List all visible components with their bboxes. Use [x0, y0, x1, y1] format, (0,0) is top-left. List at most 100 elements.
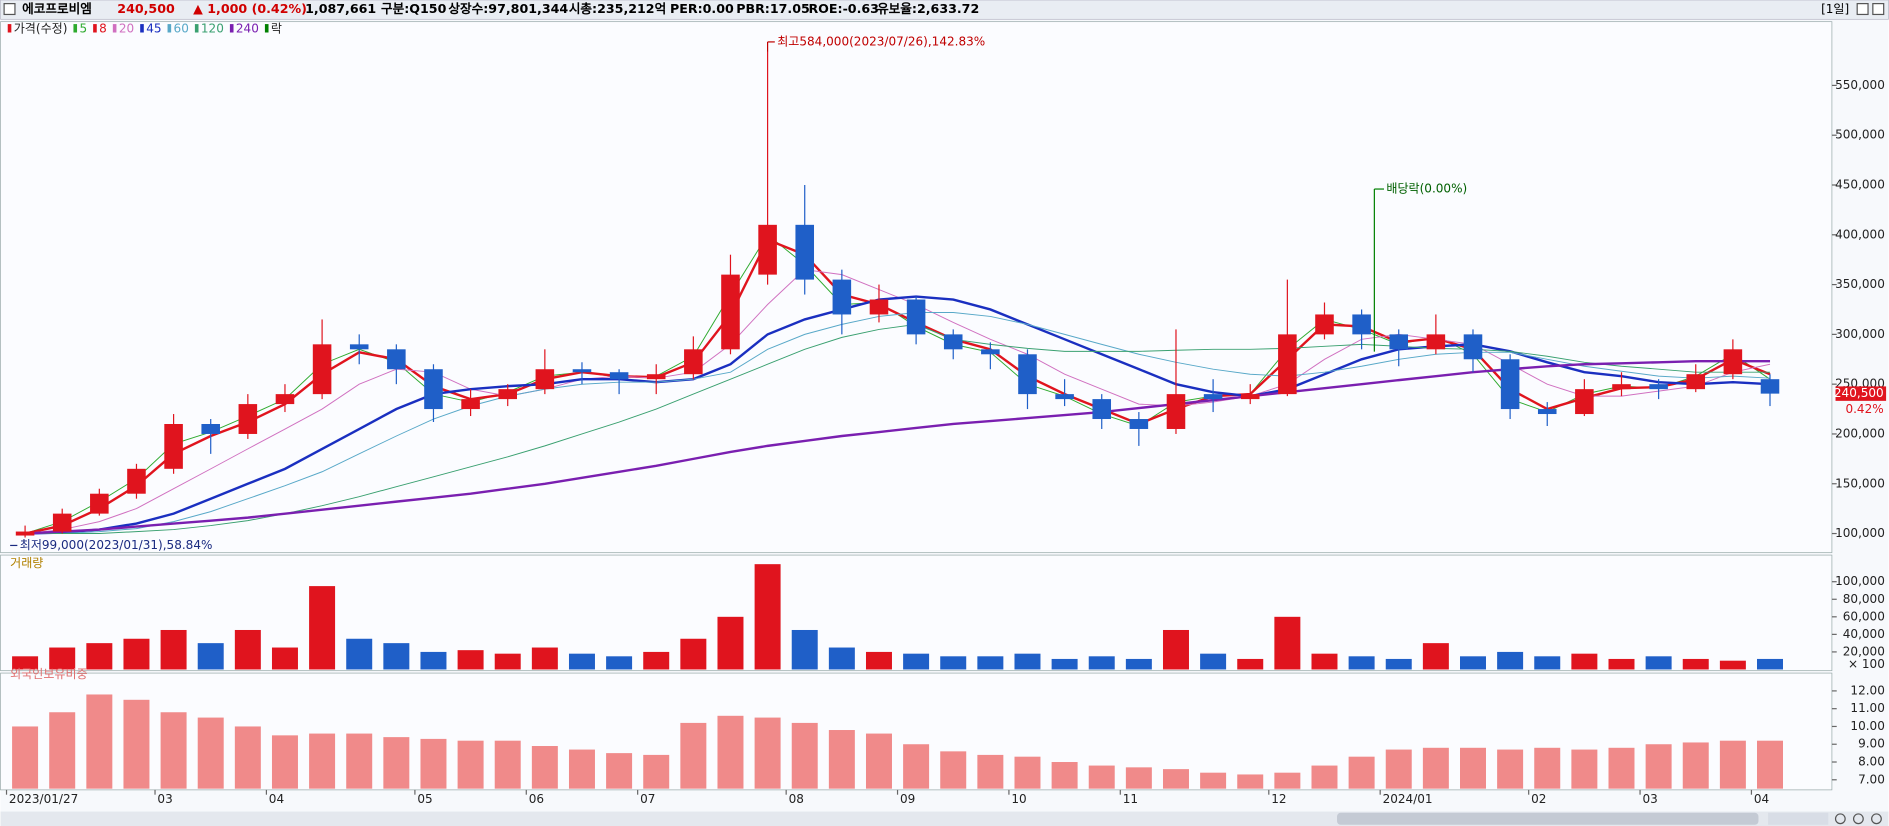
bar	[1274, 772, 1301, 789]
candle-body	[832, 279, 852, 315]
bar	[123, 638, 150, 670]
stock-name: 에코프로비엠	[22, 1, 92, 16]
bar	[1088, 765, 1115, 789]
bar	[1757, 740, 1783, 789]
zoom-in[interactable]	[1834, 813, 1846, 825]
candle-body	[1352, 314, 1371, 335]
candle-body	[1426, 334, 1446, 350]
bar	[420, 651, 447, 670]
x-tick-label: 05	[417, 792, 432, 806]
candle-body	[52, 513, 72, 532]
candle-body	[90, 493, 109, 514]
bar	[271, 735, 298, 789]
period-button[interactable]: [1일]	[1821, 2, 1849, 16]
bar	[828, 647, 855, 670]
bar	[1088, 656, 1115, 670]
x-tick-label: 08	[789, 792, 804, 806]
y-tick-label: 500,000	[1835, 128, 1885, 142]
x-tick-label: 2024/01	[1383, 792, 1433, 806]
price-pane	[0, 21, 1833, 554]
candle-body	[535, 369, 555, 390]
info: PBR:17.05	[736, 1, 810, 16]
bar	[1608, 658, 1635, 670]
legend-label: 45	[146, 21, 161, 35]
y-tick-label: 11.00	[1850, 701, 1884, 715]
moving-average	[25, 360, 1771, 535]
candle-body	[1612, 384, 1631, 390]
zoom-reset[interactable]	[1852, 813, 1864, 825]
info: 유보율:2,633.72	[877, 1, 979, 16]
volume: 1,087,661	[305, 1, 376, 16]
legend-label: 240	[236, 21, 259, 35]
bar	[383, 643, 410, 670]
bar	[1014, 756, 1041, 789]
scroll-thumb[interactable]	[1337, 812, 1759, 825]
bar	[754, 717, 781, 789]
change-tag-label: 0.42%	[1845, 402, 1883, 416]
bar	[1125, 767, 1152, 789]
bar	[234, 629, 261, 670]
annotation: 배당락(0.00%)	[1386, 182, 1467, 196]
x-tick-label: 07	[640, 792, 655, 806]
zoom-out[interactable]	[1871, 813, 1882, 825]
candle-body	[1278, 334, 1297, 395]
candle-body	[721, 274, 740, 350]
bar	[1645, 656, 1672, 670]
bar	[1348, 756, 1375, 789]
info: ROE:-0.63	[808, 1, 879, 16]
bar	[568, 749, 595, 789]
bar	[1497, 749, 1524, 789]
candle-body	[1686, 374, 1706, 390]
bar	[494, 653, 521, 670]
bar	[1719, 740, 1746, 789]
volume-pane	[0, 554, 1833, 672]
candle-body	[461, 399, 480, 410]
bar	[791, 722, 818, 789]
legend-label: 8	[99, 21, 107, 35]
bar	[160, 712, 187, 789]
bar	[1422, 747, 1449, 789]
bar	[420, 738, 447, 789]
candle-body	[1092, 399, 1112, 420]
candle-body	[387, 349, 406, 370]
candle-body	[1018, 354, 1037, 395]
candle-body	[1575, 389, 1594, 415]
y-tick-label: 100,000	[1835, 526, 1885, 540]
close-button[interactable]	[1872, 3, 1885, 16]
bar	[717, 715, 744, 789]
zoom-slider[interactable]	[1768, 812, 1829, 825]
info: 상장수:97,801,344	[448, 1, 568, 16]
y-tick-label: 300,000	[1835, 327, 1885, 341]
pane-title: 외국인보유비중	[10, 667, 87, 681]
candle-body	[349, 344, 369, 350]
bar	[123, 699, 150, 789]
bar	[643, 651, 670, 670]
info: 구분:Q150	[381, 1, 447, 16]
bar	[86, 643, 113, 670]
y-tick-label: 350,000	[1835, 277, 1885, 291]
price-tag-label: 240,500	[1834, 386, 1884, 400]
legend-swatch	[112, 24, 117, 33]
candle-body	[127, 468, 146, 494]
bar	[903, 744, 930, 789]
legend-swatch	[167, 24, 172, 33]
bar	[346, 733, 373, 789]
x-tick-label: 03	[157, 792, 172, 806]
checkbox[interactable]	[3, 3, 16, 16]
bar	[828, 730, 855, 789]
bar	[865, 651, 892, 670]
x-tick-label: 09	[900, 792, 915, 806]
candle-body	[795, 224, 815, 280]
bar	[1385, 749, 1412, 789]
bar	[606, 656, 633, 670]
y-tick-label: 60,000	[1843, 609, 1885, 623]
bar	[457, 740, 484, 789]
candle-body	[498, 389, 518, 400]
maximize-button[interactable]	[1856, 3, 1869, 16]
legend-swatch	[264, 24, 269, 33]
legend-swatch	[7, 24, 12, 33]
candle-body	[424, 369, 443, 410]
y-tick-label: 80,000	[1843, 592, 1885, 606]
bar	[680, 722, 707, 789]
legend-label: 20	[119, 21, 134, 35]
